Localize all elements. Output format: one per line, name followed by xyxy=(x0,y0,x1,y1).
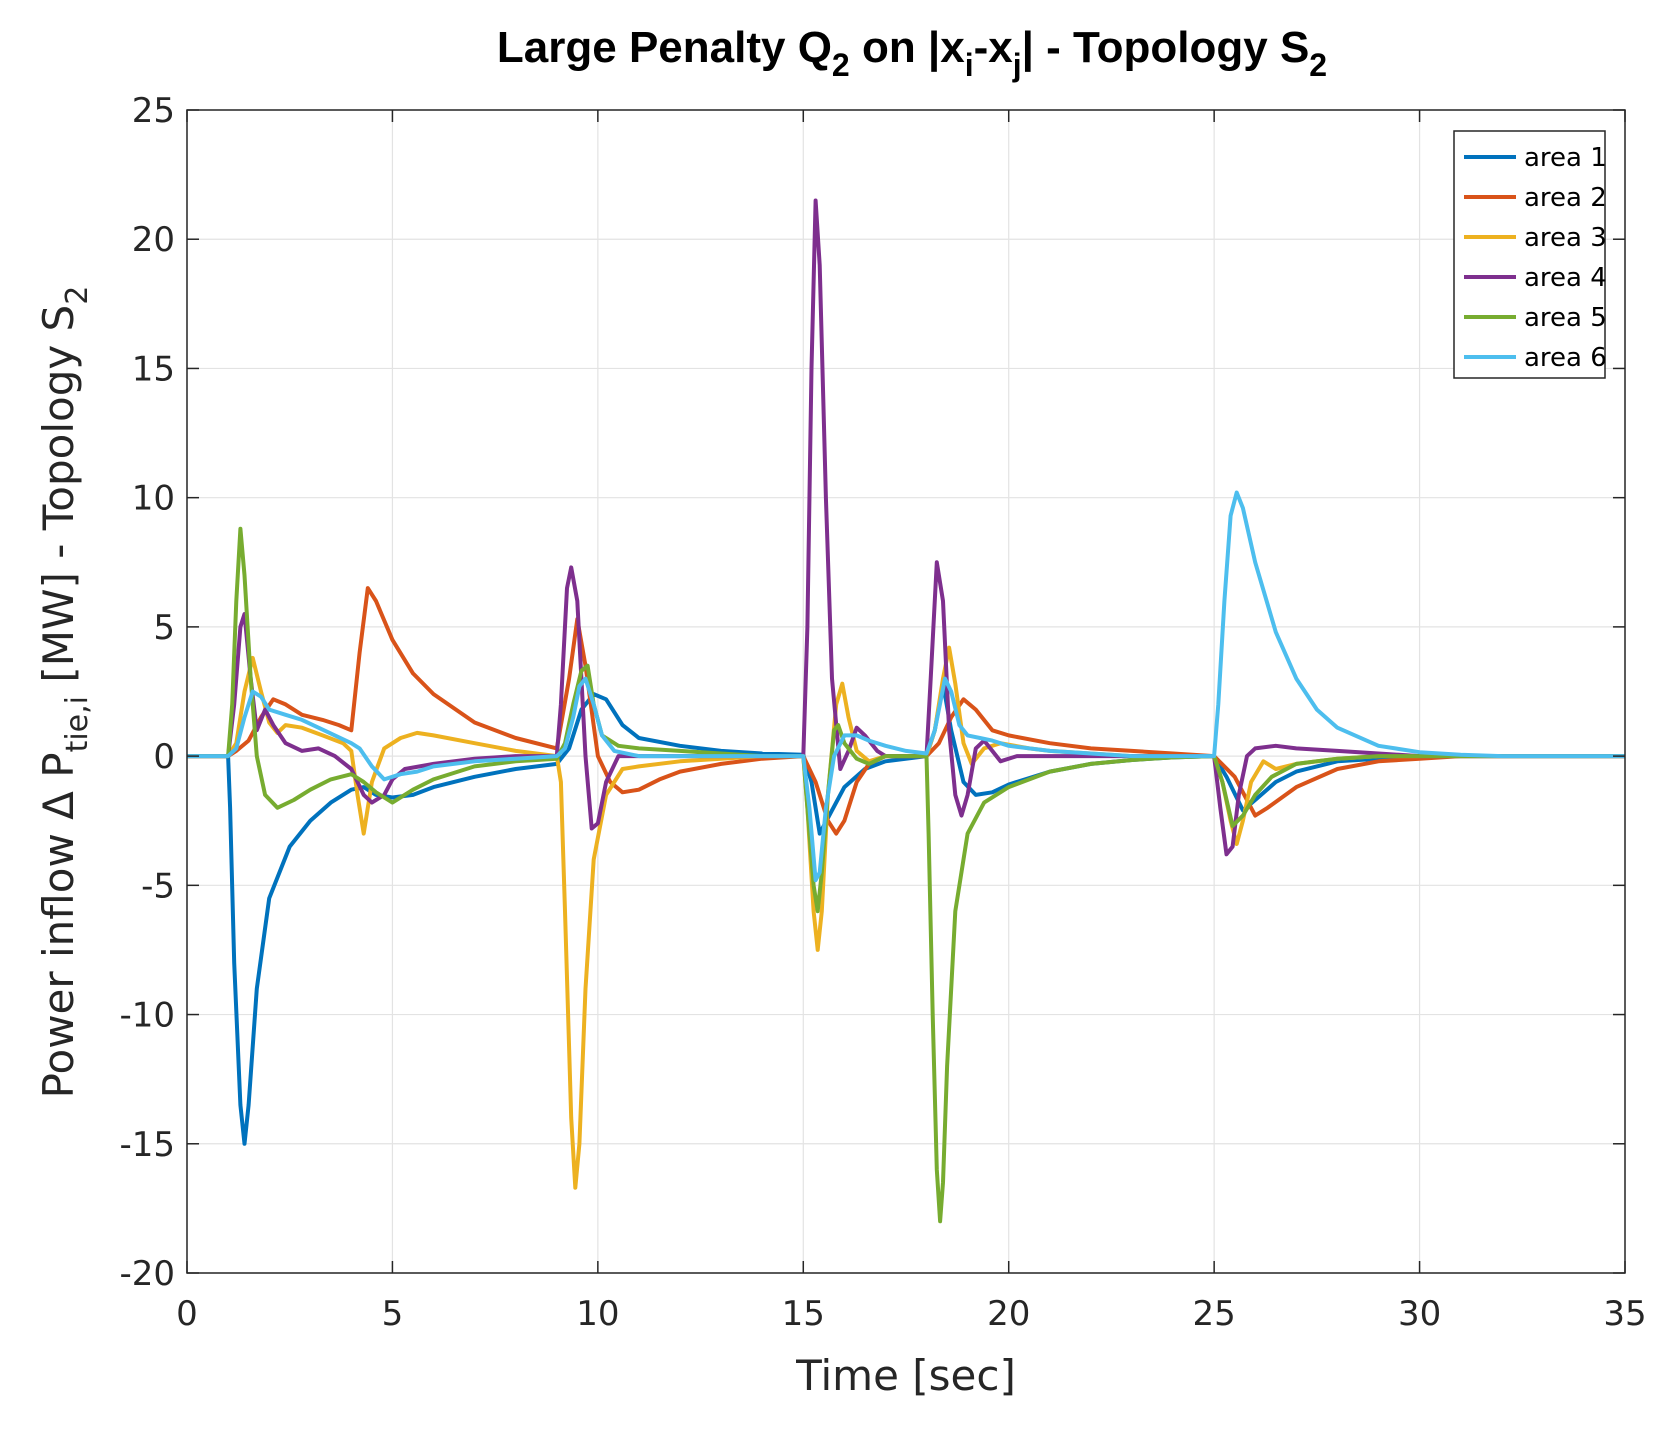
x-tick-label: 30 xyxy=(1398,1294,1441,1334)
ylabel-delta: Δ xyxy=(34,791,83,820)
x-tick-label: 25 xyxy=(1193,1294,1236,1334)
axes-box xyxy=(186,109,1626,1274)
title-sub-3: j xyxy=(1012,47,1022,83)
title-sub-4: 2 xyxy=(1309,47,1327,83)
x-axis-label: Time [sec] xyxy=(795,1351,1016,1400)
series-line-area-5 xyxy=(187,526,1625,1224)
x-tick-label: 0 xyxy=(176,1294,198,1334)
plot-area xyxy=(187,110,1625,1273)
axis-ticks: 0 5 10 15 20 25 30 35 -20 -15 -10 -5 0 5 10 15 20 25 xyxy=(119,91,1646,1334)
y-tick-label: 15 xyxy=(132,349,175,389)
legend-label-area-4: area 4 xyxy=(1524,263,1607,293)
x-tick-label: 5 xyxy=(382,1294,404,1334)
series-line-area-6 xyxy=(187,490,1625,883)
title-sub-1: 2 xyxy=(832,47,850,83)
y-tick-label: -10 xyxy=(119,996,175,1036)
y-tick-label: 10 xyxy=(132,479,175,519)
y-axis-label: Power inflow Δ Ptie,i [MW] - Topology S2 xyxy=(34,286,95,1099)
ylabel-sub-2: 2 xyxy=(60,286,95,305)
legend-label-area-2: area 2 xyxy=(1524,183,1607,213)
legend-label-area-6: area 6 xyxy=(1524,343,1607,373)
x-tick-label: 10 xyxy=(576,1294,619,1334)
y-tick-label: 20 xyxy=(132,220,175,260)
legend-label-area-5: area 5 xyxy=(1524,303,1607,333)
series-lines xyxy=(187,198,1625,1224)
y-tick-label: -15 xyxy=(119,1125,175,1165)
title-part-3: -x xyxy=(974,23,1014,72)
title-part-1: Large Penalty Q xyxy=(497,23,832,72)
y-tick-label: -20 xyxy=(119,1254,175,1294)
y-tick-label: 5 xyxy=(153,608,175,648)
legend: area 1 area 2 area 3 area 4 area 5 area 6 xyxy=(1453,130,1607,379)
legend-label-area-3: area 3 xyxy=(1524,223,1607,253)
y-tick-label: 25 xyxy=(132,91,175,131)
x-tick-label: 20 xyxy=(987,1294,1030,1334)
title-part-4: | - Topology S xyxy=(1022,23,1310,73)
ylabel-part-1: Power inflow xyxy=(34,820,83,1098)
legend-label-area-1: area 1 xyxy=(1524,143,1607,173)
ylabel-part-3: [MW] - Topology S xyxy=(34,305,83,696)
ylabel-sub-1: tie,i xyxy=(60,696,95,752)
x-tick-label: 35 xyxy=(1603,1294,1646,1334)
chart-title: Large Penalty Q2 on |xi-xj| - Topology S… xyxy=(497,23,1327,83)
title-sub-2: i xyxy=(965,47,974,83)
y-tick-label: 0 xyxy=(153,737,175,777)
series-line-area-2 xyxy=(187,586,1625,836)
legend-box xyxy=(1453,130,1606,379)
ylabel-part-2: P xyxy=(34,752,83,791)
x-tick-label: 15 xyxy=(782,1294,825,1334)
y-tick-label: -5 xyxy=(141,866,175,906)
title-part-2: on |x xyxy=(850,23,966,73)
